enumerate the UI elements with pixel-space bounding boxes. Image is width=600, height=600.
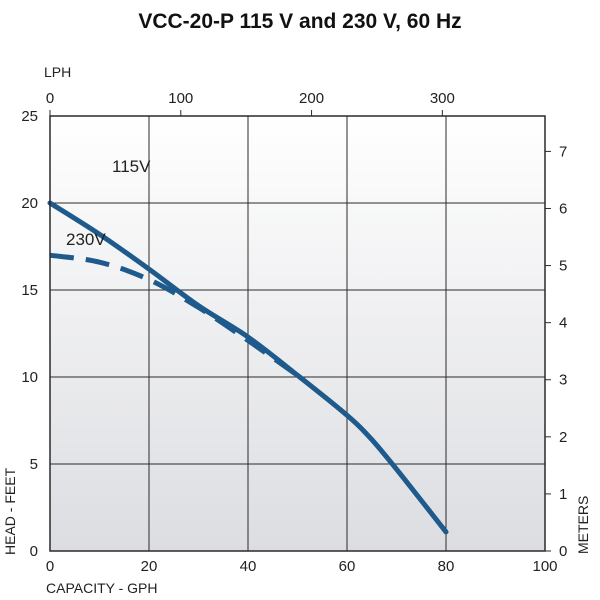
y-tick-label: 20 bbox=[21, 195, 38, 212]
y2-tick-label: 2 bbox=[559, 429, 567, 446]
x-tick-label: 80 bbox=[438, 558, 455, 575]
x2-axis-label: LPH bbox=[44, 64, 71, 80]
y2-axis-label: METERS bbox=[575, 496, 591, 554]
x2-tick-label: 200 bbox=[299, 90, 324, 107]
x-tick-label: 100 bbox=[532, 558, 557, 575]
series-line-115v bbox=[47, 200, 449, 535]
y2-tick-label: 4 bbox=[559, 315, 567, 332]
x-axis-label: CAPACITY - GPH bbox=[46, 580, 158, 596]
x-tick-label: 20 bbox=[141, 558, 158, 575]
y2-tick-label: 3 bbox=[559, 372, 567, 389]
series-line-230v bbox=[49, 252, 299, 378]
x2-tick-label: 0 bbox=[46, 90, 54, 107]
chart-title: VCC-20-P 115 V and 230 V, 60 Hz bbox=[138, 10, 461, 33]
y-tick-label: 10 bbox=[21, 369, 38, 386]
y-tick-label: 5 bbox=[30, 456, 38, 473]
x-tick-label: 60 bbox=[339, 558, 356, 575]
x-tick-label: 40 bbox=[240, 558, 257, 575]
series-lines bbox=[47, 200, 449, 535]
y-tick-label: 0 bbox=[30, 543, 38, 560]
x-tick-label: 0 bbox=[46, 558, 54, 575]
y2-tick-label: 0 bbox=[559, 543, 567, 560]
y-tick-label: 15 bbox=[21, 282, 38, 299]
plot-border bbox=[49, 115, 546, 552]
series-label-115v: 115V bbox=[112, 157, 151, 176]
y-axis-label: HEAD - FEET bbox=[2, 467, 18, 555]
x2-tick-label: 100 bbox=[168, 90, 193, 107]
x2-tick-label: 300 bbox=[430, 90, 455, 107]
y-tick-label: 25 bbox=[21, 108, 38, 125]
series-label-230v: 230V bbox=[66, 230, 106, 249]
y2-tick-label: 7 bbox=[559, 143, 567, 160]
y2-tick-label: 1 bbox=[559, 486, 567, 503]
y2-tick-label: 6 bbox=[559, 200, 567, 217]
plot-area bbox=[50, 116, 545, 551]
y2-tick-label: 5 bbox=[559, 258, 567, 275]
